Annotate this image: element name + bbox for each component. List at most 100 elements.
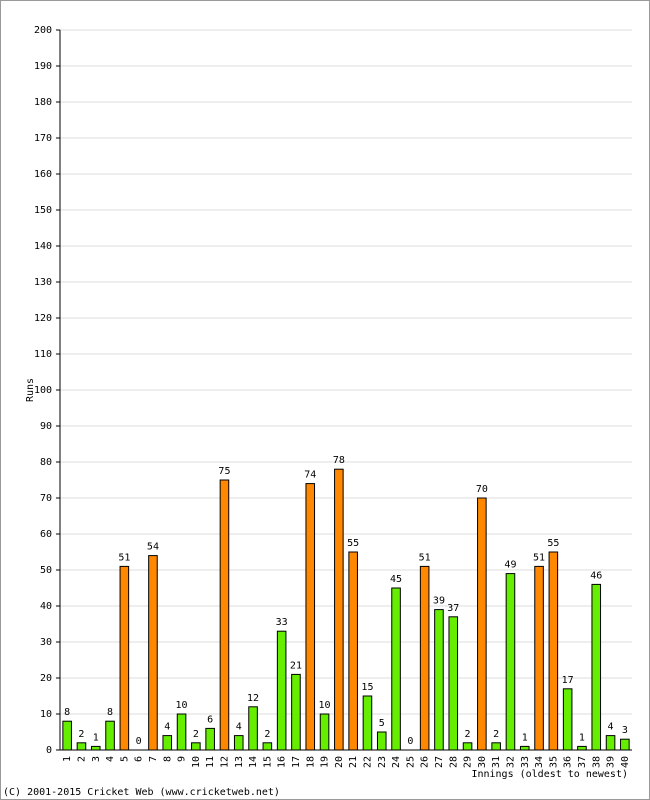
x-tick-label: 15 (262, 756, 273, 768)
bar (248, 706, 258, 751)
x-tick-label: 18 (305, 756, 316, 768)
x-tick-label: 10 (191, 756, 202, 768)
value-label: 51 (419, 552, 431, 563)
bar (191, 742, 201, 751)
value-label: 17 (562, 675, 574, 686)
y-tick-label: 20 (40, 673, 52, 684)
value-label: 39 (433, 596, 445, 607)
x-tick-label: 33 (520, 756, 531, 768)
x-tick-label: 1 (62, 756, 73, 762)
value-label: 54 (147, 542, 159, 553)
y-tick-label: 80 (40, 457, 52, 468)
value-label: 2 (493, 729, 499, 740)
x-tick-label: 38 (591, 756, 602, 768)
y-tick-label: 50 (40, 565, 52, 576)
value-label: 1 (522, 732, 528, 743)
bar (462, 742, 473, 751)
y-tick-label: 40 (40, 601, 52, 612)
y-tick-label: 110 (34, 349, 52, 360)
y-tick-label: 60 (40, 529, 52, 540)
bar (233, 735, 244, 751)
bar (605, 735, 616, 751)
value-label: 21 (290, 660, 302, 671)
x-tick-label: 13 (234, 756, 245, 768)
value-label: 6 (207, 714, 213, 725)
bar (105, 720, 115, 751)
y-tick-label: 190 (34, 61, 52, 72)
x-tick-label: 12 (219, 756, 230, 768)
x-tick-label: 24 (391, 756, 402, 768)
bar (577, 745, 587, 751)
value-label: 0 (136, 736, 142, 747)
y-axis-label: Runs (25, 378, 36, 402)
bar (219, 479, 230, 751)
y-tick-label: 10 (40, 709, 52, 720)
bar (491, 742, 501, 751)
value-label: 8 (64, 707, 70, 718)
value-label: 4 (236, 722, 242, 733)
value-label: 37 (447, 603, 459, 614)
value-label: 4 (608, 722, 614, 733)
value-label: 15 (361, 682, 373, 693)
bar (448, 616, 459, 751)
value-label: 78 (333, 455, 345, 466)
value-label: 1 (93, 732, 99, 743)
x-tick-label: 25 (405, 756, 416, 768)
bar (162, 735, 173, 751)
bar (419, 565, 430, 751)
value-label: 70 (476, 484, 488, 495)
bar (119, 565, 130, 751)
y-tick-label: 130 (34, 277, 52, 288)
x-tick-label: 17 (291, 756, 302, 768)
y-tick-label: 180 (34, 97, 52, 108)
value-label: 10 (319, 700, 331, 711)
bar (319, 713, 330, 751)
x-tick-label: 27 (434, 756, 445, 768)
bar (562, 688, 573, 751)
x-tick-label: 2 (76, 756, 87, 762)
x-tick-label: 40 (620, 756, 631, 768)
x-tick-label: 20 (334, 756, 345, 768)
y-tick-label: 150 (34, 205, 52, 216)
value-label: 51 (118, 552, 130, 563)
x-tick-label: 4 (105, 756, 116, 762)
x-tick-label: 35 (548, 756, 559, 768)
bar (534, 565, 544, 751)
bar (148, 555, 158, 751)
x-tick-label: 19 (320, 756, 331, 768)
bar (276, 630, 287, 751)
x-tick-label: 28 (448, 756, 459, 768)
bar (62, 720, 72, 751)
value-label: 2 (78, 729, 84, 740)
bar (291, 673, 301, 751)
value-label: 3 (622, 725, 628, 736)
value-label: 8 (107, 707, 113, 718)
bar (362, 695, 373, 751)
bar (620, 738, 630, 751)
x-tick-label: 39 (606, 756, 617, 768)
value-label: 46 (590, 570, 602, 581)
value-label: 4 (164, 722, 170, 733)
bar (591, 583, 602, 751)
y-tick-label: 120 (34, 313, 52, 324)
value-label: 49 (504, 560, 516, 571)
x-axis-label: Innings (oldest to newest) (471, 769, 628, 780)
x-tick-label: 37 (577, 756, 588, 768)
x-tick-label: 3 (91, 756, 102, 762)
x-tick-label: 8 (162, 756, 173, 762)
x-tick-label: 36 (563, 756, 574, 768)
value-label: 75 (218, 466, 230, 477)
bar (376, 731, 387, 751)
x-tick-label: 30 (477, 756, 488, 768)
bar (519, 745, 530, 751)
x-tick-label: 31 (491, 756, 502, 768)
x-tick-label: 21 (348, 756, 359, 768)
value-label: 55 (347, 538, 359, 549)
bar (176, 713, 187, 751)
x-tick-label: 9 (177, 756, 188, 762)
bar (334, 468, 344, 751)
y-tick-label: 30 (40, 637, 52, 648)
x-tick-label: 14 (248, 756, 259, 768)
x-tick-label: 26 (420, 756, 431, 768)
